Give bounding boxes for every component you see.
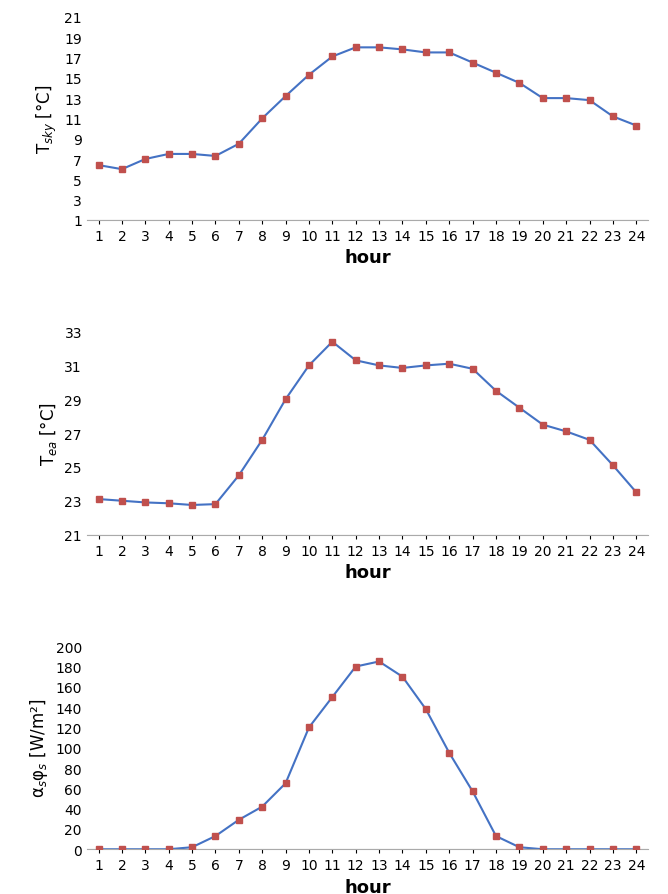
Y-axis label: T$_{sky}$ [°C]: T$_{sky}$ [°C] [35, 85, 59, 154]
X-axis label: hour: hour [344, 249, 391, 267]
Y-axis label: α$_s$φ$_s$ [W/m²]: α$_s$φ$_s$ [W/m²] [28, 698, 50, 797]
X-axis label: hour: hour [344, 878, 391, 894]
Y-axis label: T$_{ea}$ [°C]: T$_{ea}$ [°C] [38, 401, 59, 466]
X-axis label: hour: hour [344, 563, 391, 581]
